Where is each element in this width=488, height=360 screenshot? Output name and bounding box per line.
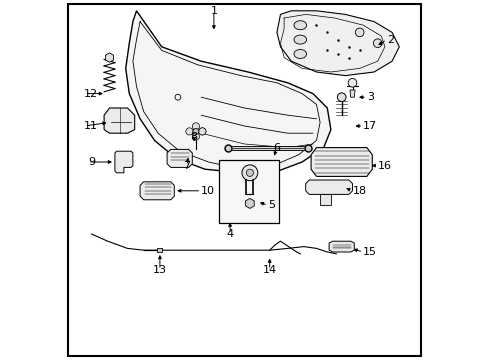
Polygon shape xyxy=(276,11,399,76)
Text: 17: 17 xyxy=(363,121,377,131)
Circle shape xyxy=(192,133,199,140)
Text: 15: 15 xyxy=(363,247,377,257)
Circle shape xyxy=(373,39,381,48)
Ellipse shape xyxy=(293,21,306,30)
Polygon shape xyxy=(167,149,192,167)
Circle shape xyxy=(246,169,253,176)
Circle shape xyxy=(355,28,363,37)
Text: 8: 8 xyxy=(190,132,197,142)
Text: 3: 3 xyxy=(366,92,373,102)
Text: 9: 9 xyxy=(88,157,95,167)
Circle shape xyxy=(185,128,193,135)
Polygon shape xyxy=(349,90,354,97)
Text: 5: 5 xyxy=(267,200,274,210)
Circle shape xyxy=(193,129,199,134)
Polygon shape xyxy=(105,53,113,62)
Text: 7: 7 xyxy=(183,161,190,171)
Polygon shape xyxy=(245,198,254,208)
Text: 10: 10 xyxy=(201,186,215,196)
Circle shape xyxy=(199,128,205,135)
Polygon shape xyxy=(104,108,134,133)
Text: 14: 14 xyxy=(262,265,276,275)
Polygon shape xyxy=(305,180,352,194)
Text: 16: 16 xyxy=(377,161,391,171)
Ellipse shape xyxy=(293,35,306,44)
Circle shape xyxy=(347,78,356,87)
Polygon shape xyxy=(328,241,354,252)
Polygon shape xyxy=(157,248,162,252)
Circle shape xyxy=(242,165,257,181)
Circle shape xyxy=(192,123,199,130)
Circle shape xyxy=(199,128,205,135)
Text: 18: 18 xyxy=(352,186,366,196)
Circle shape xyxy=(337,93,346,102)
Polygon shape xyxy=(320,194,330,205)
Bar xyxy=(219,160,278,223)
Polygon shape xyxy=(115,151,133,173)
Polygon shape xyxy=(125,11,330,173)
Text: 13: 13 xyxy=(153,265,166,275)
Polygon shape xyxy=(140,182,174,200)
Text: 11: 11 xyxy=(84,121,98,131)
Ellipse shape xyxy=(293,49,306,58)
Text: 1: 1 xyxy=(210,6,217,16)
Text: 4: 4 xyxy=(226,229,233,239)
Text: 6: 6 xyxy=(273,143,280,153)
Text: 2: 2 xyxy=(386,35,393,45)
Polygon shape xyxy=(310,148,371,176)
Text: 12: 12 xyxy=(84,89,98,99)
